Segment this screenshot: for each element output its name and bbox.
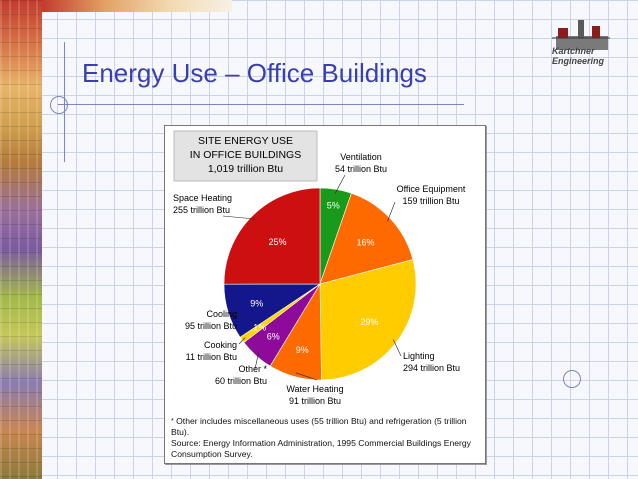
category-value-cooling: 95 trillion Btu [185, 321, 237, 331]
category-name-ventilation: Ventilation [340, 152, 382, 162]
category-value-space-heating: 255 trillion Btu [173, 205, 230, 215]
pct-label-ventilation: 5% [327, 201, 340, 211]
pct-label-water-heating: 9% [296, 345, 309, 355]
chart-title-line: SITE ENERGY USE [198, 135, 293, 147]
pie-chart-panel: SITE ENERGY USE IN OFFICE BUILDINGS 1,019 … [164, 125, 486, 464]
category-value-water-heating: 91 trillion Btu [289, 396, 341, 406]
leader-line-office-equipment [387, 201, 396, 222]
category-name-office-equipment: Office Equipment [397, 184, 466, 194]
kartchner-logo [552, 20, 610, 50]
category-value-other: 60 trillion Btu [215, 376, 267, 386]
pie-slice-space-heating [223, 187, 321, 285]
pct-label-space-heating: 25% [268, 237, 286, 247]
chart-footnote: * Other includes miscellaneous uses (55 … [171, 416, 479, 460]
decorative-circle [563, 370, 581, 388]
leader-line-lighting [393, 339, 402, 357]
leader-line-space-heating [222, 215, 255, 220]
footnote-text: Other includes miscellaneous uses (55 tr… [171, 416, 467, 437]
category-name-lighting: Lighting [403, 351, 435, 361]
leader-line-other [254, 352, 259, 370]
pct-label-cooking: 1% [253, 323, 266, 333]
leader-line-cooking [238, 337, 246, 345]
chart-title-line: 1,019 trillion Btu [208, 163, 283, 175]
category-name-other: Other * [238, 364, 267, 374]
leader-line-water-heating [295, 372, 318, 381]
title-underline [58, 104, 464, 105]
decorative-top-strip [42, 0, 232, 12]
footnote-source: Source: Energy Information Administratio… [171, 438, 471, 459]
pct-label-cooling: 9% [250, 299, 263, 309]
category-name-cooling: Cooling [206, 309, 237, 319]
category-name-space-heating: Space Heating [173, 193, 232, 203]
pie-chart: SITE ENERGY USE IN OFFICE BUILDINGS 1,019 … [173, 130, 466, 406]
category-value-lighting: 294 trillion Btu [403, 363, 460, 373]
logo-text-line2: Engineering [552, 56, 605, 66]
slide-title: Energy Use – Office Buildings [82, 58, 427, 88]
category-value-cooking: 11 trillion Btu [186, 352, 237, 362]
chart-title-line: IN OFFICE BUILDINGS [190, 149, 301, 161]
pie-slice-lighting [319, 259, 417, 381]
leader-line-ventilation [334, 174, 346, 194]
pct-label-lighting: 29% [360, 317, 378, 327]
logo-text-line1: Kartchner [552, 46, 595, 56]
footnote-asterisk: * [171, 418, 174, 425]
pct-label-office-equipment: 16% [356, 237, 374, 247]
category-name-water-heating: Water Heating [286, 384, 343, 394]
category-name-cooking: Cooking [204, 340, 237, 350]
pct-label-other: 6% [267, 332, 280, 342]
category-value-ventilation: 54 trillion Btu [335, 164, 387, 174]
decorative-circle [50, 96, 68, 114]
category-value-office-equipment: 159 trillion Btu [402, 196, 459, 206]
pie-slice-office-equipment [319, 192, 414, 285]
decorative-photo-strip [0, 0, 42, 479]
chart-title-box [173, 130, 318, 182]
leader-line-cooling [231, 310, 240, 319]
logo-text: Kartchner Engineering [552, 46, 604, 66]
